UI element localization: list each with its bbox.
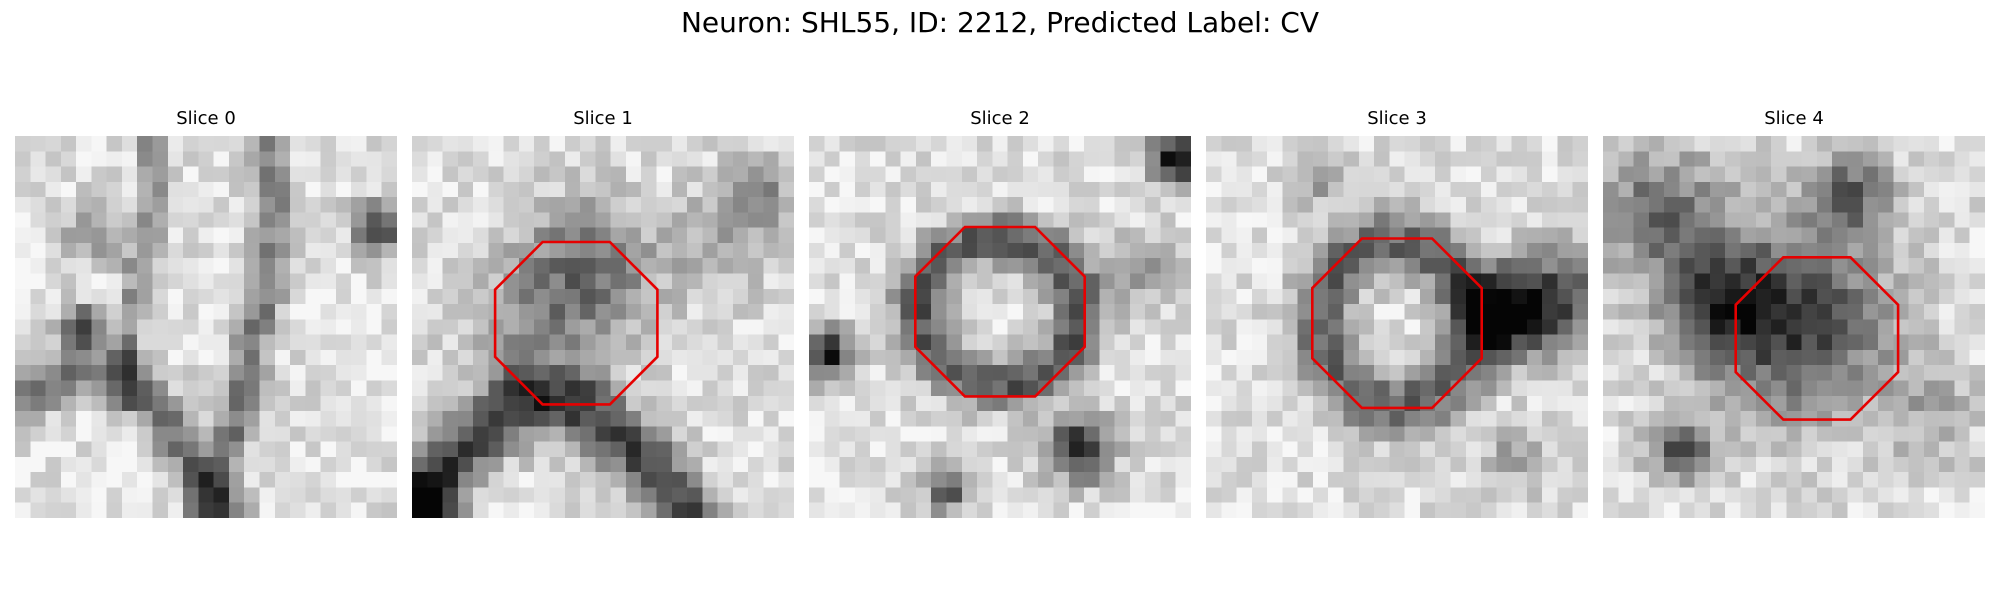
slice-title-2: Slice 2	[970, 108, 1030, 129]
slice-panel-3: Slice 3	[1206, 108, 1588, 518]
slice-title-0: Slice 0	[176, 108, 236, 129]
slice-panel-2: Slice 2	[809, 108, 1191, 518]
slice-image-4	[1603, 136, 1985, 518]
roi-octagon-outline	[1311, 237, 1484, 410]
roi-octagon-outline	[1734, 256, 1900, 421]
pixel-grid	[1206, 136, 1588, 518]
slice-image-2	[809, 136, 1191, 518]
figure-title: Neuron: SHL55, ID: 2212, Predicted Label…	[680, 6, 1319, 39]
pixel-grid	[412, 136, 794, 518]
slice-title-1: Slice 1	[573, 108, 633, 129]
pixel-grid	[1603, 136, 1985, 518]
slice-panel-0: Slice 0	[15, 108, 397, 518]
slice-image-0	[15, 136, 397, 518]
pixel-grid	[15, 136, 397, 518]
pixel-grid	[809, 136, 1191, 518]
slice-panel-4: Slice 4	[1603, 108, 1985, 518]
slice-image-1	[412, 136, 794, 518]
slice-title-4: Slice 4	[1764, 108, 1824, 129]
roi-octagon-outline	[493, 240, 659, 406]
slice-image-3	[1206, 136, 1588, 518]
roi-octagon-outline	[914, 225, 1087, 398]
slice-title-3: Slice 3	[1367, 108, 1427, 129]
slice-panel-1: Slice 1	[412, 108, 794, 518]
